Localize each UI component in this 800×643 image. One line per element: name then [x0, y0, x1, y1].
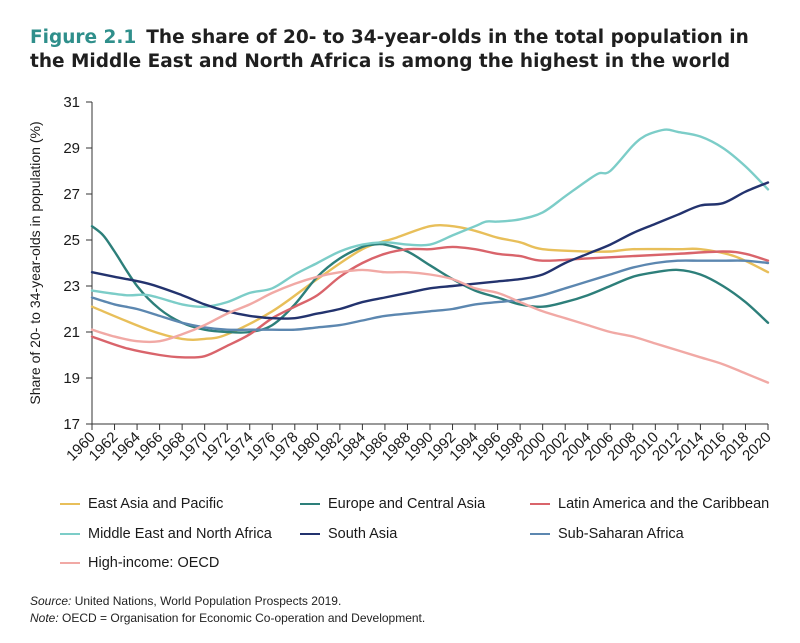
- legend-item-sub-saharan-africa: Sub-Saharan Africa: [530, 526, 684, 542]
- legend-item-south-asia: South Asia: [300, 526, 397, 542]
- legend-swatch: [60, 502, 80, 506]
- legend-item-high-income-oecd: High-income: OECD: [60, 555, 219, 571]
- y-tick-label: 25: [63, 232, 80, 249]
- series-line-sub-saharan-africa: [90, 259, 770, 332]
- legend-label: Latin America and the Caribbean: [558, 496, 770, 512]
- series-line-middle-east-and-north-africa: [90, 128, 770, 308]
- y-tick-label: 23: [63, 278, 80, 295]
- legend-label: Middle East and North Africa: [88, 526, 272, 542]
- legend-swatch: [60, 532, 80, 536]
- y-tick-label: 17: [63, 416, 80, 433]
- axes: [86, 101, 769, 430]
- y-tick-label: 27: [63, 186, 80, 203]
- legend-item-europe-and-central-asia: Europe and Central Asia: [300, 496, 485, 512]
- source-label: Source:: [30, 594, 72, 608]
- legend-item-middle-east-and-north-africa: Middle East and North Africa: [60, 526, 272, 542]
- note-label: Note:: [30, 611, 59, 625]
- chart-notes: Source: United Nations, World Population…: [30, 593, 770, 627]
- axis-labels: 1719212325272931196019621964196619681970…: [27, 94, 775, 464]
- legend-label: High-income: OECD: [88, 555, 220, 571]
- series-line-high-income-oecd: [90, 268, 770, 384]
- source-text: United Nations, World Population Prospec…: [74, 594, 342, 608]
- chart-title: Figure 2.1 The share of 20- to 34-year-ol…: [30, 26, 770, 74]
- y-axis-label: Share of 20- to 34-year-olds in populati…: [27, 121, 43, 404]
- legend-item-east-asia-and-pacific: East Asia and Pacific: [60, 496, 223, 512]
- y-tick-label: 31: [63, 94, 80, 111]
- legend-swatch: [300, 532, 320, 536]
- legend-swatch: [530, 532, 550, 536]
- title-line-1: The share of 20- to 34-year-olds in the …: [146, 27, 749, 48]
- y-tick-label: 29: [63, 140, 80, 157]
- legend-label: South Asia: [328, 526, 398, 542]
- legend-label: East Asia and Pacific: [88, 496, 224, 512]
- series-line-south-asia: [90, 181, 770, 320]
- legend-label: Europe and Central Asia: [328, 496, 486, 512]
- y-tick-label: 21: [63, 324, 80, 341]
- note-line: Note: OECD = Organisation for Economic C…: [30, 610, 770, 627]
- series-line-europe-and-central-asia: [90, 225, 770, 334]
- y-tick-label: 19: [63, 370, 80, 387]
- source-note: Source: United Nations, World Population…: [30, 593, 770, 610]
- legend-swatch: [300, 502, 320, 506]
- figure-label: Figure 2.1: [30, 27, 137, 48]
- series-lines: [90, 128, 770, 384]
- series-line-latin-america-and-the-caribbean: [90, 245, 770, 359]
- legend-swatch: [530, 502, 550, 506]
- title-line-2: the Middle East and North Africa is amon…: [30, 51, 731, 72]
- legend-item-latin-america-and-the-caribbean: Latin America and the Caribbean: [530, 496, 769, 512]
- legend-swatch: [60, 561, 80, 565]
- series-line-east-asia-and-pacific: [90, 223, 770, 341]
- note-text: OECD = Organisation for Economic Co-oper…: [62, 611, 426, 625]
- legend-label: Sub-Saharan Africa: [558, 526, 684, 542]
